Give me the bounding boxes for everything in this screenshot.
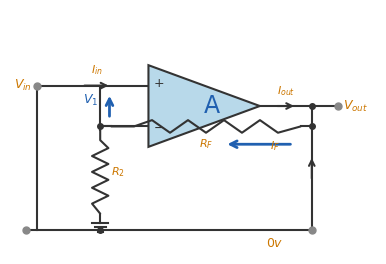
- Text: $R_2$: $R_2$: [111, 165, 125, 179]
- Text: $I_{out}$: $I_{out}$: [277, 84, 295, 98]
- Polygon shape: [149, 65, 260, 147]
- Text: $V_{out}$: $V_{out}$: [343, 98, 369, 114]
- Text: −: −: [154, 122, 164, 135]
- Text: $R_F$: $R_F$: [199, 137, 213, 151]
- Text: $0v$: $0v$: [266, 237, 283, 250]
- Text: $V_1$: $V_1$: [83, 93, 98, 108]
- Text: A: A: [203, 94, 220, 118]
- Text: +: +: [154, 77, 164, 90]
- Text: $V_{in}$: $V_{in}$: [14, 78, 32, 93]
- Text: $I_F$: $I_F$: [270, 139, 280, 153]
- Text: $I_{in}$: $I_{in}$: [91, 64, 102, 77]
